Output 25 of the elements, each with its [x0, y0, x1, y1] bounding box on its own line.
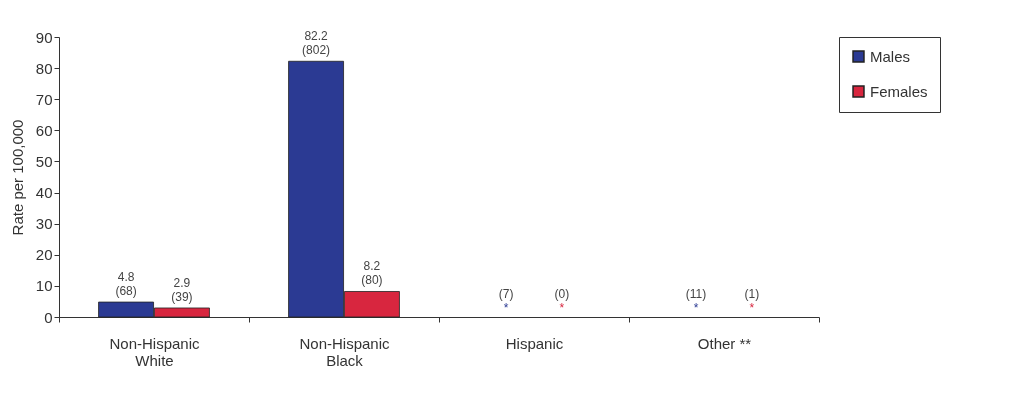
text: (11) * [685, 287, 707, 315]
y-tick-label: 70 [35, 90, 53, 108]
y-tick-label: 30 [35, 215, 53, 233]
text: 82.2 (802) [302, 29, 331, 58]
y-tick-label: 0 [44, 308, 53, 326]
y-axis-title: Rate per 100,000 [8, 119, 26, 236]
y-tick-label: 60 [35, 121, 53, 139]
y-tick-label: 20 [35, 246, 53, 264]
text: 2.9 (39) [171, 275, 193, 304]
y-tick-label: 80 [35, 59, 53, 77]
text: (1) * [744, 287, 760, 315]
y-tick-label: 10 [35, 277, 53, 295]
text: 8.2 (80) [361, 259, 383, 288]
x-tick-label: Hispanic [505, 334, 564, 352]
y-tick-label: 40 [35, 184, 53, 202]
legend-label: Females [870, 82, 928, 100]
y-tick-label: 90 [35, 28, 53, 46]
x-tick-label: Other ** [697, 334, 752, 352]
y-tick-label: 50 [35, 152, 53, 170]
x-tick-label: Non-Hispanic White [109, 334, 201, 369]
text: (7) * [498, 287, 514, 315]
text: 4.8 (68) [115, 270, 137, 299]
text: (0) * [554, 287, 570, 315]
x-tick-label: Non-Hispanic Black [299, 334, 391, 369]
legend-label: Males [870, 47, 911, 65]
